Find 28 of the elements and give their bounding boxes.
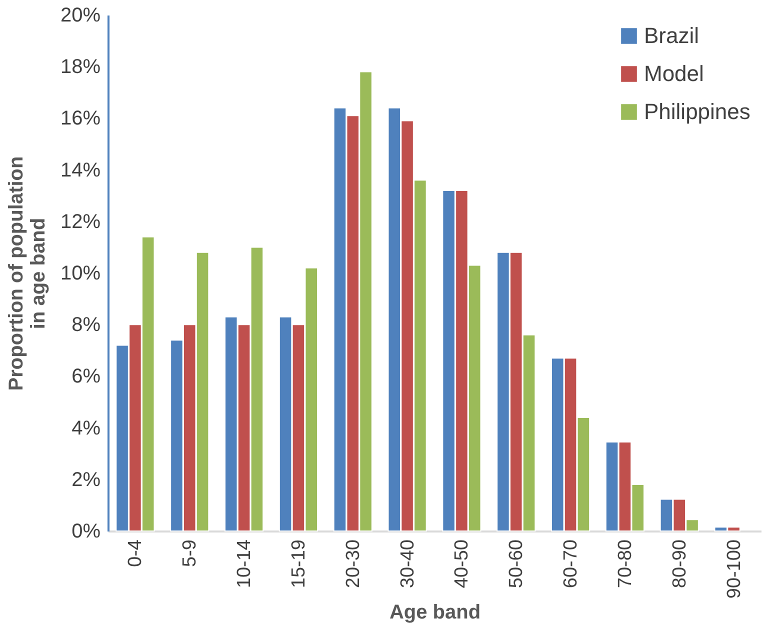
x-tick-label: 90-100 xyxy=(724,540,745,599)
x-axis-title: Age band xyxy=(389,602,481,624)
x-tick-label: 10-14 xyxy=(234,539,256,588)
legend-label: Philippines xyxy=(644,99,750,124)
x-tick-label: 0-4 xyxy=(125,539,146,567)
x-tick-label: 40-50 xyxy=(452,540,473,588)
y-tick-label: 10% xyxy=(60,262,101,284)
y-tick-label: 16% xyxy=(60,108,101,130)
y-tick-label: 6% xyxy=(72,366,101,388)
x-tick-label: 15-19 xyxy=(288,540,310,588)
y-tick-label: 12% xyxy=(60,210,101,233)
x-tick-label: 60-70 xyxy=(560,540,582,588)
y-axis-title: Proportion of population in age band xyxy=(5,156,50,391)
legend-label: Brazil xyxy=(644,23,700,48)
x-tick-label: 80-90 xyxy=(669,540,690,588)
x-tick-label: 50-60 xyxy=(506,540,528,588)
x-tick-label: 70-80 xyxy=(614,540,636,588)
y-tick-label: 2% xyxy=(72,468,101,491)
y-tick-label: 14% xyxy=(60,159,101,182)
x-tick-label: 5-9 xyxy=(180,540,201,567)
x-tick-label: 20-30 xyxy=(342,540,364,588)
x-tick-label: 30-40 xyxy=(397,540,418,588)
y-tick-label: 0% xyxy=(72,520,101,542)
y-tick-label: 18% xyxy=(60,56,101,78)
y-tick-label: 20% xyxy=(60,4,101,26)
y-tick-label: 4% xyxy=(72,417,101,440)
legend-label: Model xyxy=(644,61,704,86)
y-tick-label: 8% xyxy=(72,314,101,336)
